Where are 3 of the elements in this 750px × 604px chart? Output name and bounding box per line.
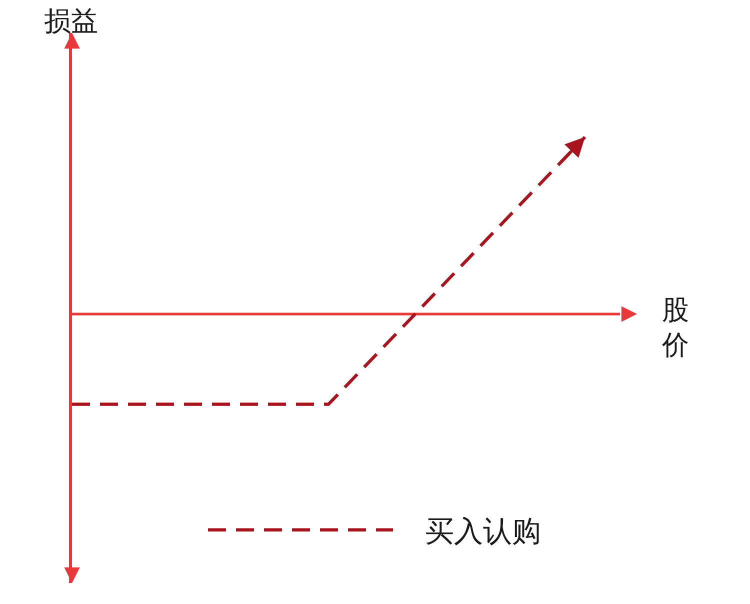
x-axis-title: 股价 [661, 295, 689, 362]
y-axis-title: 损益 [44, 6, 98, 37]
text: 买入认购 [425, 514, 541, 548]
